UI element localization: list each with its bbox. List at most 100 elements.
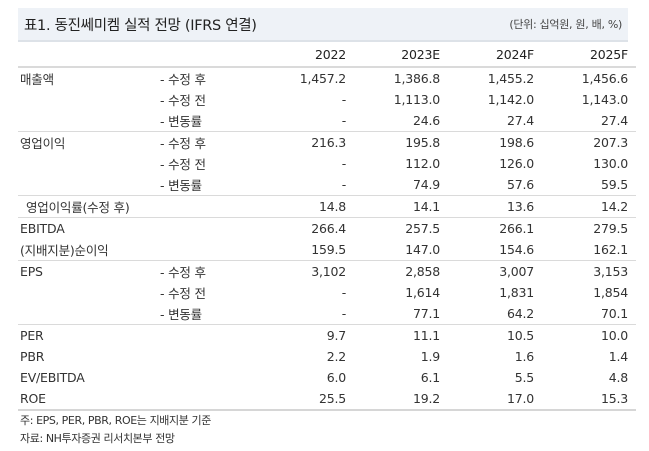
row-label: (지배지분)순이익: [20, 243, 109, 258]
row-sublabel: - 수정 후: [160, 260, 252, 282]
row-sublabel: - 변동률: [160, 114, 202, 129]
table-row: - 변동률 - 77.1 64.2 70.1: [18, 303, 636, 325]
cell: 207.3: [534, 131, 636, 153]
footnote-basis: 주: EPS, PER, PBR, ROE는 지배지분 기준: [20, 414, 212, 427]
row-label: [18, 282, 160, 303]
cell: 1,142.0: [487, 92, 535, 107]
cell: 6.1: [420, 370, 440, 385]
table-title: 표1. 동진쎄미켐 실적 전망 (IFRS 연결): [24, 17, 257, 34]
col-header-2023e: 2023E: [401, 46, 440, 62]
cell: 198.6: [440, 131, 534, 153]
cell: 3,153: [534, 260, 636, 282]
cell: 195.8: [346, 131, 440, 153]
header-blank: [18, 42, 160, 67]
col-header-2025f: 2025F: [589, 46, 628, 62]
cell: 147.0: [405, 242, 440, 257]
table-row: - 변동률 - 74.9 57.6 59.5: [18, 174, 636, 196]
cell: 59.5: [600, 177, 628, 192]
unit-label: (단위: 십억원, 원, 배, %): [509, 18, 622, 31]
row-label: 영업이익: [18, 131, 160, 153]
table-row: (지배지분)순이익 159.5 147.0 154.6 162.1: [18, 239, 636, 261]
cell: 279.5: [534, 217, 636, 239]
table-row: - 수정 전 - 112.0 126.0 130.0: [18, 153, 636, 174]
cell: 130.0: [593, 156, 628, 171]
cell: 3,102: [252, 260, 346, 282]
row-label: EPS: [18, 260, 160, 282]
table-row: - 수정 전 - 1,614 1,831 1,854: [18, 282, 636, 303]
forecast-table: 2022 2023E 2024F 2025F 매출액 - 수정 후 1,457.…: [18, 42, 636, 411]
cell: 1.9: [420, 349, 440, 364]
cell: 27.4: [506, 113, 534, 128]
cell: 154.6: [499, 242, 534, 257]
cell: 74.9: [412, 177, 440, 192]
cell: 64.2: [506, 306, 534, 321]
cell: 266.4: [252, 217, 346, 239]
row-label: PBR: [20, 349, 45, 364]
cell: 1.6: [514, 349, 534, 364]
cell: 2,858: [346, 260, 440, 282]
row-label: [18, 153, 160, 174]
table-row: 영업이익 - 수정 후 216.3 195.8 198.6 207.3: [18, 131, 636, 153]
table-row: 영업이익률(수정 후) 14.8 14.1 13.6 14.2: [18, 195, 636, 218]
cell: 10.0: [534, 324, 636, 346]
table-row: 매출액 - 수정 후 1,457.2 1,386.8 1,455.2 1,456…: [18, 66, 636, 89]
table-row: PER 9.7 11.1 10.5 10.0: [18, 324, 636, 346]
row-label: [18, 89, 160, 110]
cell: 1,831: [499, 285, 534, 300]
cell: 17.0: [440, 388, 534, 411]
row-label: ROE: [18, 388, 252, 411]
col-header-2022: 2022: [314, 46, 346, 62]
table-row: EBITDA 266.4 257.5 266.1 279.5: [18, 217, 636, 239]
cell: 14.1: [346, 195, 440, 218]
cell: -: [341, 113, 347, 128]
cell: 159.5: [311, 242, 346, 257]
table-row: EV/EBITDA 6.0 6.1 5.5 4.8: [18, 367, 636, 388]
cell: 1,143.0: [581, 92, 629, 107]
cell: -: [341, 156, 347, 171]
cell: 112.0: [405, 156, 440, 171]
row-label: 영업이익률(수정 후): [18, 195, 252, 218]
row-sublabel: - 변동률: [160, 307, 202, 322]
cell: 1,457.2: [252, 66, 346, 89]
row-label: EBITDA: [18, 217, 252, 239]
cell: 9.7: [252, 324, 346, 346]
cell: 14.2: [534, 195, 636, 218]
row-label: PER: [18, 324, 252, 346]
cell: -: [341, 177, 347, 192]
cell: 1.4: [608, 349, 628, 364]
row-sublabel: - 변동률: [160, 178, 202, 193]
row-label: [18, 303, 160, 325]
cell: 77.1: [412, 306, 440, 321]
row-label: 매출액: [18, 66, 160, 89]
row-sublabel: - 수정 후: [160, 131, 252, 153]
cell: 1,455.2: [440, 66, 534, 89]
title-band: 표1. 동진쎄미켐 실적 전망 (IFRS 연결) (단위: 십억원, 원, 배…: [18, 8, 628, 42]
cell: 11.1: [346, 324, 440, 346]
cell: 14.8: [252, 195, 346, 218]
row-sublabel: - 수정 전: [160, 157, 206, 172]
row-label: [18, 110, 160, 132]
cell: 216.3: [252, 131, 346, 153]
cell: 15.3: [534, 388, 636, 411]
table-row: - 변동률 - 24.6 27.4 27.4: [18, 110, 636, 132]
table-row: PBR 2.2 1.9 1.6 1.4: [18, 346, 636, 367]
cell: -: [341, 92, 347, 107]
cell: -: [341, 285, 347, 300]
row-label: EV/EBITDA: [20, 370, 85, 385]
header-row: 2022 2023E 2024F 2025F: [18, 42, 636, 67]
row-sublabel: - 수정 전: [160, 93, 206, 108]
cell: 5.5: [514, 370, 534, 385]
col-header-2024f: 2024F: [495, 46, 534, 62]
footnote-source: 자료: NH투자증권 리서치본부 전망: [20, 432, 175, 445]
cell: 162.1: [593, 242, 628, 257]
cell: 266.1: [440, 217, 534, 239]
cell: 2.2: [326, 349, 346, 364]
cell: 3,007: [440, 260, 534, 282]
cell: 19.2: [346, 388, 440, 411]
cell: -: [341, 306, 347, 321]
row-sublabel: - 수정 전: [160, 286, 206, 301]
footnotes: 주: EPS, PER, PBR, ROE는 지배지분 기준 자료: NH투자증…: [20, 412, 211, 448]
earnings-forecast-table-container: 표1. 동진쎄미켐 실적 전망 (IFRS 연결) (단위: 십억원, 원, 배…: [18, 8, 636, 411]
cell: 257.5: [346, 217, 440, 239]
header-blank-sub: [160, 42, 252, 67]
